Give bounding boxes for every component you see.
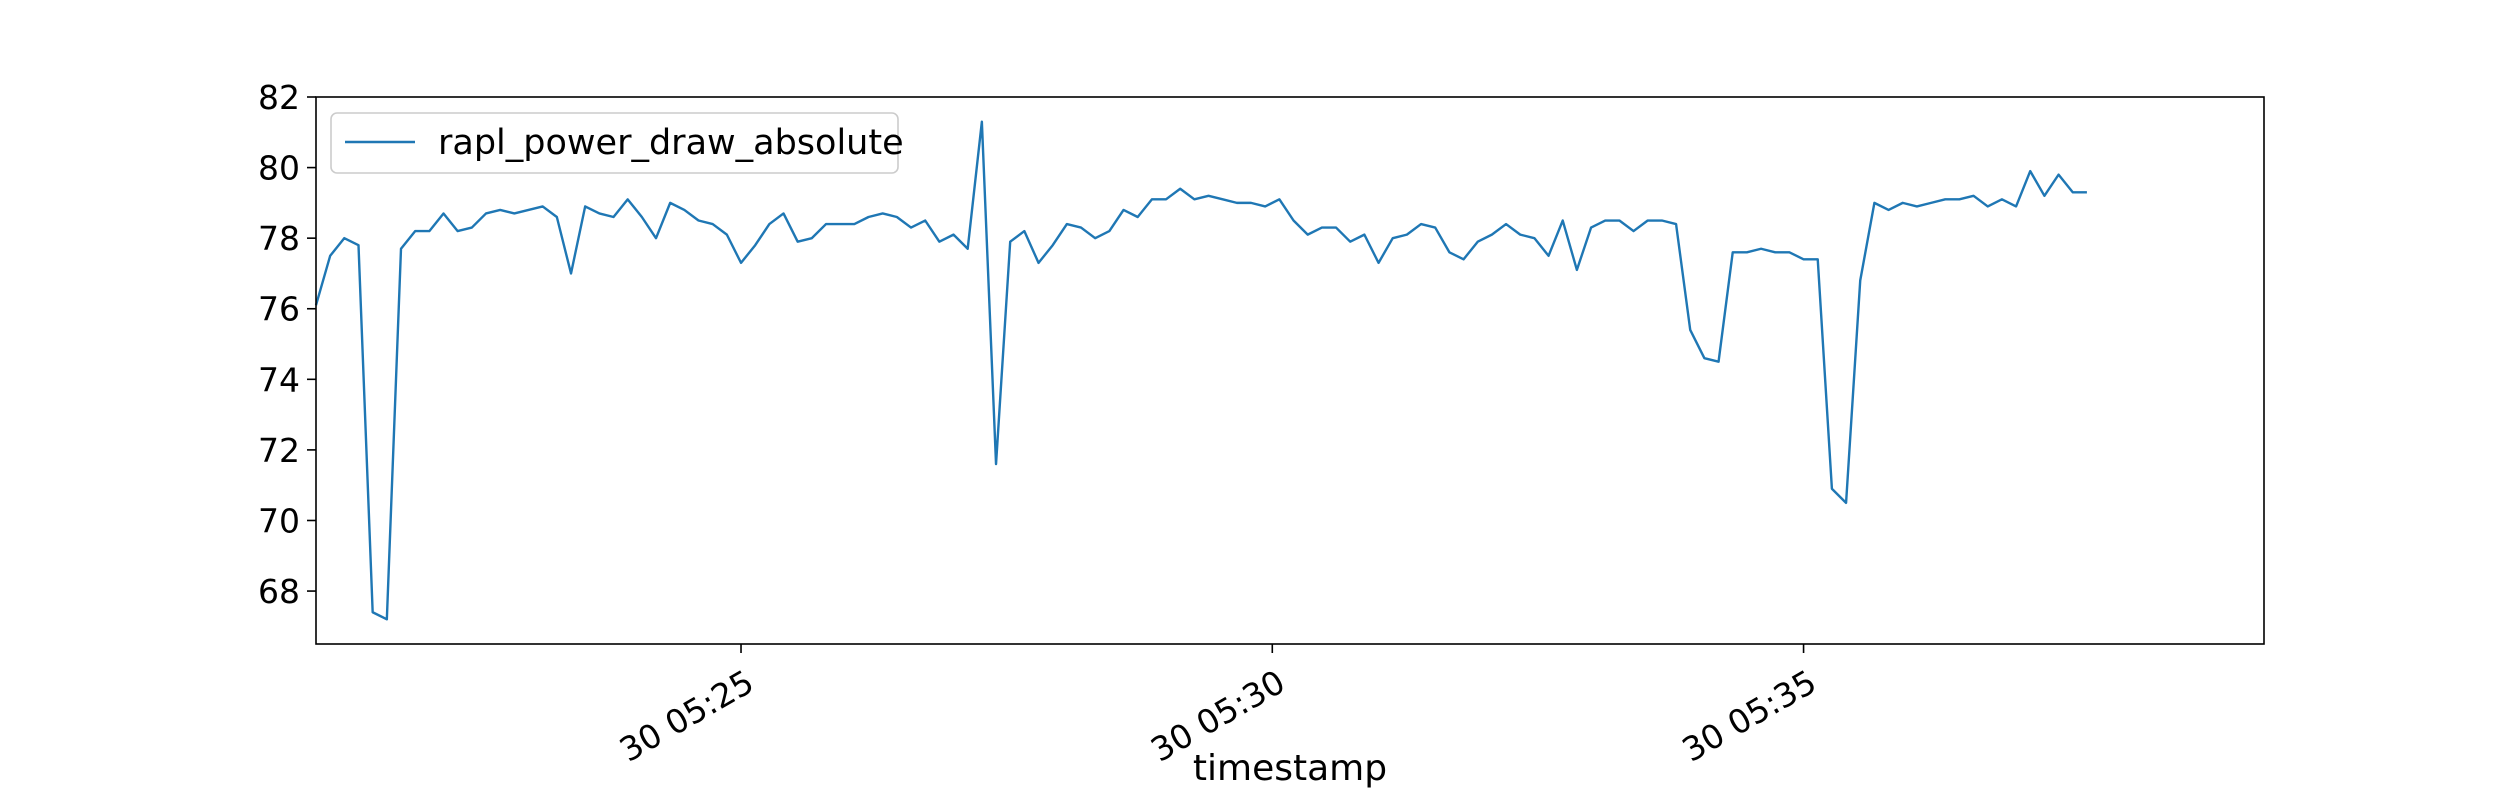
- legend-box: [330, 112, 899, 174]
- legend: rapl_power_draw_absolute: [330, 112, 904, 174]
- plot-frame: [315, 96, 2265, 645]
- x-tick-label: 30 05:25: [613, 662, 760, 770]
- y-tick-label: 78: [258, 219, 300, 258]
- y-tick-label: 76: [258, 290, 300, 329]
- series-line-rapl-power-draw-absolute: [314, 120, 2087, 621]
- y-tick-label: 72: [258, 431, 300, 470]
- x-tick-label: 30 05:35: [1675, 662, 1822, 770]
- y-tick-label: 68: [258, 572, 300, 611]
- y-tick-label: 70: [258, 501, 300, 540]
- y-tick-label: 74: [258, 360, 300, 399]
- y-tick-label: 82: [258, 78, 300, 117]
- y-tick-label: 80: [258, 149, 300, 188]
- x-axis-label: timestamp: [1193, 748, 1387, 789]
- y-axis: 68 70 72 74 76 78 80 82: [258, 78, 316, 611]
- legend-label: rapl_power_draw_absolute: [438, 123, 904, 163]
